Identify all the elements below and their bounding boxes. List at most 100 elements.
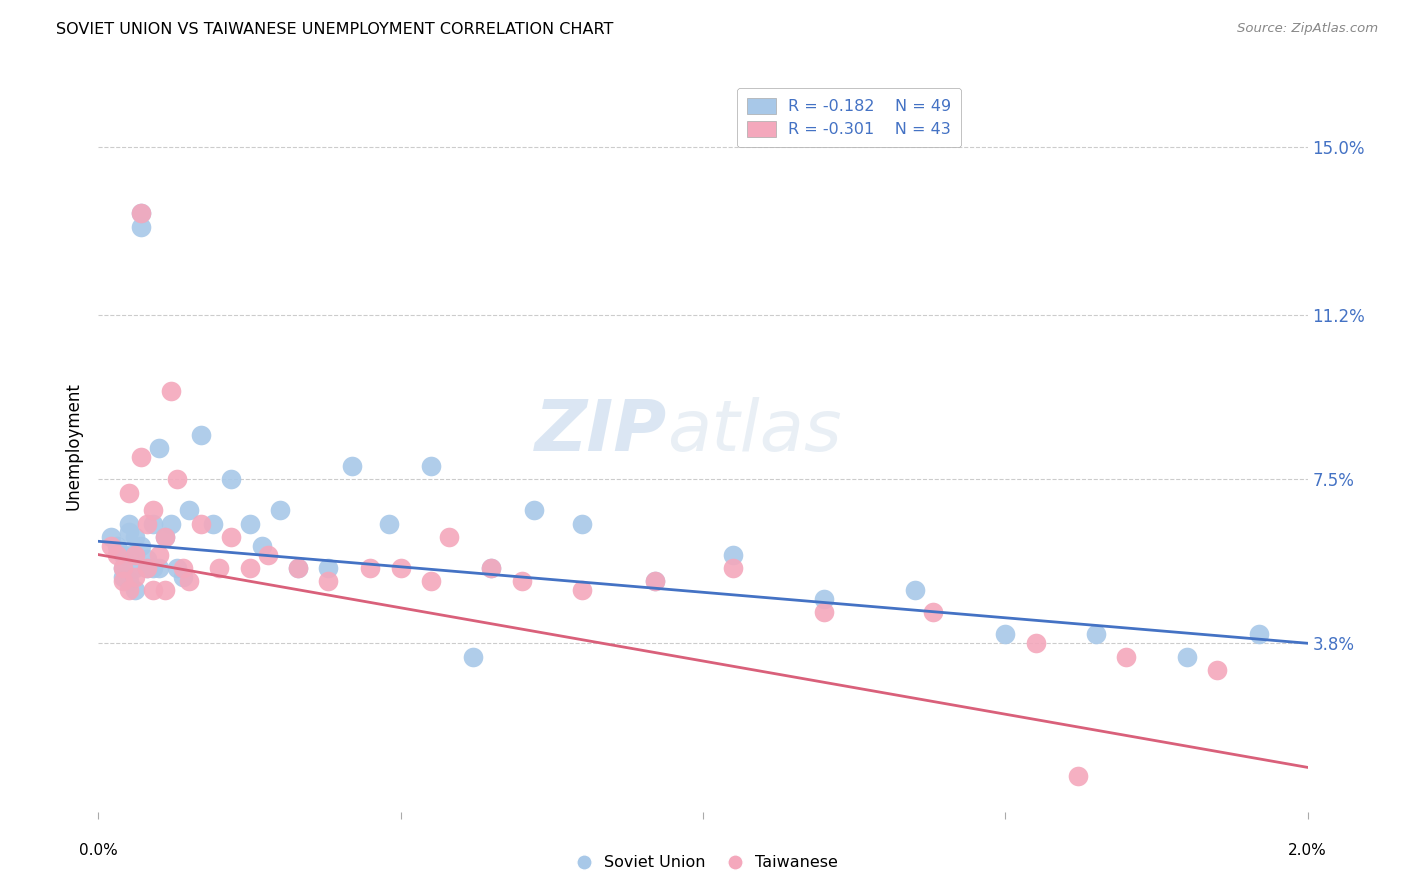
Taiwanese	[239, 561, 262, 575]
Soviet Union	[160, 516, 183, 531]
Soviet Union	[129, 539, 152, 553]
Soviet Union	[148, 561, 170, 575]
Taiwanese	[100, 539, 122, 553]
Soviet Union	[1249, 627, 1271, 641]
Taiwanese	[148, 548, 170, 562]
Taiwanese	[129, 450, 152, 464]
Soviet Union	[904, 583, 927, 598]
Taiwanese	[389, 561, 412, 575]
Soviet Union	[111, 561, 134, 575]
Text: ZIP: ZIP	[534, 397, 666, 466]
Soviet Union	[342, 458, 364, 473]
Taiwanese	[316, 574, 339, 589]
Taiwanese	[921, 605, 943, 619]
Soviet Union	[118, 574, 141, 589]
Soviet Union	[129, 206, 152, 220]
Soviet Union	[813, 591, 835, 606]
Soviet Union	[118, 516, 141, 531]
Soviet Union	[124, 583, 146, 598]
Soviet Union	[118, 548, 141, 562]
Soviet Union	[148, 441, 170, 455]
Taiwanese	[723, 561, 745, 575]
Soviet Union	[1175, 649, 1198, 664]
Taiwanese	[111, 574, 134, 589]
Taiwanese	[179, 574, 201, 589]
Taiwanese	[142, 503, 165, 517]
Taiwanese	[437, 530, 460, 544]
Taiwanese	[190, 516, 212, 531]
Taiwanese	[166, 472, 188, 486]
Soviet Union	[221, 472, 243, 486]
Text: SOVIET UNION VS TAIWANESE UNEMPLOYMENT CORRELATION CHART: SOVIET UNION VS TAIWANESE UNEMPLOYMENT C…	[56, 22, 613, 37]
Y-axis label: Unemployment: Unemployment	[65, 382, 83, 510]
Taiwanese	[124, 548, 146, 562]
Soviet Union	[124, 530, 146, 544]
Soviet Union	[118, 525, 141, 540]
Taiwanese	[481, 561, 503, 575]
Taiwanese	[1206, 663, 1229, 677]
Soviet Union	[239, 516, 262, 531]
Taiwanese	[172, 561, 194, 575]
Soviet Union	[172, 570, 194, 584]
Soviet Union	[269, 503, 291, 517]
Soviet Union	[463, 649, 485, 664]
Soviet Union	[190, 428, 212, 442]
Taiwanese	[135, 561, 157, 575]
Taiwanese	[118, 485, 141, 500]
Taiwanese	[287, 561, 309, 575]
Taiwanese	[142, 583, 165, 598]
Soviet Union	[644, 574, 666, 589]
Text: atlas: atlas	[666, 397, 841, 466]
Taiwanese	[510, 574, 533, 589]
Soviet Union	[111, 570, 134, 584]
Soviet Union	[142, 516, 165, 531]
Taiwanese	[1024, 636, 1046, 650]
Soviet Union	[153, 530, 176, 544]
Taiwanese	[208, 561, 231, 575]
Taiwanese	[111, 561, 134, 575]
Soviet Union	[723, 548, 745, 562]
Soviet Union	[179, 503, 201, 517]
Soviet Union	[481, 561, 503, 575]
Taiwanese	[153, 530, 176, 544]
Taiwanese	[813, 605, 835, 619]
Soviet Union	[100, 530, 122, 544]
Taiwanese	[571, 583, 593, 598]
Taiwanese	[135, 516, 157, 531]
Taiwanese	[105, 548, 128, 562]
Soviet Union	[166, 561, 188, 575]
Soviet Union	[250, 539, 273, 553]
Soviet Union	[111, 548, 134, 562]
Soviet Union	[142, 561, 165, 575]
Soviet Union	[377, 516, 399, 531]
Taiwanese	[360, 561, 382, 575]
Legend: Soviet Union, Taiwanese: Soviet Union, Taiwanese	[561, 849, 845, 877]
Soviet Union	[1085, 627, 1108, 641]
Soviet Union	[129, 219, 152, 234]
Soviet Union	[202, 516, 225, 531]
Taiwanese	[160, 384, 183, 398]
Taiwanese	[1115, 649, 1137, 664]
Taiwanese	[153, 583, 176, 598]
Text: Source: ZipAtlas.com: Source: ZipAtlas.com	[1237, 22, 1378, 36]
Taiwanese	[124, 570, 146, 584]
Taiwanese	[256, 548, 278, 562]
Soviet Union	[105, 539, 128, 553]
Taiwanese	[1067, 769, 1090, 783]
Soviet Union	[135, 561, 157, 575]
Soviet Union	[124, 561, 146, 575]
Taiwanese	[129, 206, 152, 220]
Taiwanese	[221, 530, 243, 544]
Soviet Union	[316, 561, 339, 575]
Soviet Union	[420, 458, 443, 473]
Soviet Union	[135, 552, 157, 566]
Taiwanese	[420, 574, 443, 589]
Text: 2.0%: 2.0%	[1288, 843, 1327, 858]
Taiwanese	[118, 583, 141, 598]
Soviet Union	[994, 627, 1017, 641]
Soviet Union	[287, 561, 309, 575]
Soviet Union	[571, 516, 593, 531]
Text: 0.0%: 0.0%	[79, 843, 118, 858]
Taiwanese	[644, 574, 666, 589]
Soviet Union	[523, 503, 546, 517]
